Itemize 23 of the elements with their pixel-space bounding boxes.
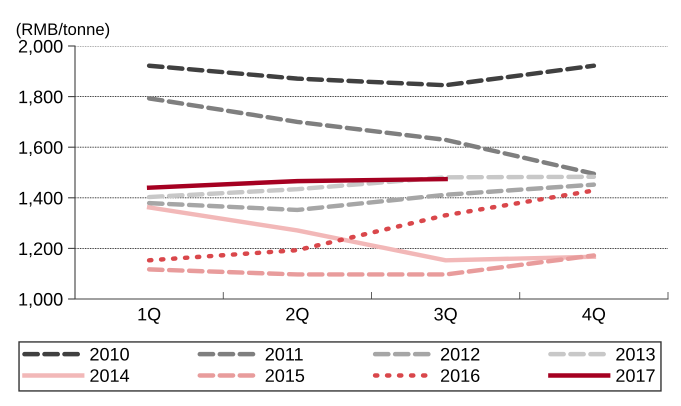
x-tick-label: 2Q bbox=[286, 308, 309, 324]
y-tick-label: 1,800 bbox=[19, 90, 62, 106]
legend-label: 2014 bbox=[90, 369, 130, 382]
x-tick-label: 1Q bbox=[138, 308, 160, 324]
x-tick-label: 3Q bbox=[434, 308, 457, 324]
y-tick-label: 2,000 bbox=[18, 40, 62, 55]
x-tick-label: 4Q bbox=[582, 308, 606, 324]
y-tick-label: 1,400 bbox=[19, 192, 62, 207]
line-series bbox=[146, 205, 596, 263]
legend-label: 2013 bbox=[616, 348, 655, 361]
legend-label: 2016 bbox=[440, 369, 480, 382]
legend-label: 2012 bbox=[440, 348, 480, 361]
y-tick-label: 1,200 bbox=[19, 242, 62, 258]
legend-label: 2017 bbox=[616, 369, 655, 382]
y-axis-title: (RMB/tonne) bbox=[16, 22, 110, 38]
line-series bbox=[146, 182, 596, 212]
legend-label: 2010 bbox=[90, 348, 129, 361]
line-series bbox=[146, 174, 596, 200]
legend-label: 2011 bbox=[266, 348, 303, 361]
line-series bbox=[146, 96, 596, 176]
legend-label: 2015 bbox=[266, 369, 304, 382]
y-tick-label: 1,600 bbox=[19, 141, 62, 156]
y-tick-label: 1,000 bbox=[19, 292, 62, 308]
